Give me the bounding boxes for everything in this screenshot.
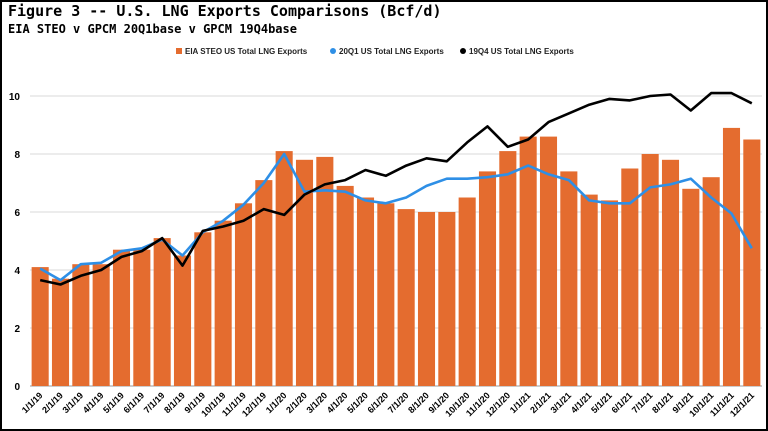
bar [499, 151, 517, 386]
bar [641, 154, 659, 386]
bar [722, 127, 741, 387]
x-tick-label: 1/1/20 [264, 390, 289, 415]
x-tick-label: 4/1/20 [325, 390, 350, 415]
legend-item-19q4: 19Q4 US Total LNG Exports [460, 47, 574, 56]
bar [458, 197, 476, 386]
bar [600, 200, 619, 386]
legend-swatch-20q1 [330, 48, 336, 54]
bar [255, 180, 273, 386]
bar [621, 168, 639, 386]
x-tick-label: 6/1/19 [121, 390, 146, 415]
bar [194, 232, 212, 386]
bar [153, 238, 171, 386]
bar-series [31, 127, 761, 387]
bar [397, 209, 415, 386]
legend-label-19q4: 19Q4 US Total LNG Exports [469, 47, 574, 56]
legend-label-20q1: 20Q1 US Total LNG Exports [339, 47, 444, 56]
x-tick-label: 5/1/21 [589, 390, 614, 415]
x-tick-label: 7/1/21 [630, 390, 655, 415]
bar [560, 171, 578, 386]
y-tick-label: 4 [14, 266, 20, 277]
x-tick-label: 5/1/20 [345, 390, 370, 415]
x-tick-label: 8/1/21 [650, 390, 675, 415]
bar [92, 264, 110, 386]
bar [743, 139, 761, 386]
bar [295, 159, 314, 386]
bar [112, 249, 131, 386]
bar [580, 194, 598, 386]
legend-label-eia: EIA STEO US Total LNG Exports [185, 47, 308, 56]
y-tick-label: 8 [14, 150, 20, 161]
y-tick-label: 0 [14, 382, 20, 393]
x-tick-label: 1/1/21 [508, 390, 533, 415]
gridlines [30, 95, 762, 387]
bar [275, 151, 293, 386]
line-series [39, 91, 753, 286]
line-19q4 [39, 91, 753, 286]
legend: EIA STEO US Total LNG Exports 20Q1 US To… [176, 47, 574, 56]
x-tick-label: 3/1/19 [60, 390, 85, 415]
bar [51, 278, 70, 386]
x-tick-label: 7/1/19 [142, 390, 167, 415]
bar [173, 255, 192, 386]
bar [682, 188, 700, 386]
legend-swatch-19q4 [460, 48, 466, 54]
bar [133, 249, 151, 386]
x-tick-label: 7/1/20 [386, 390, 411, 415]
bar [661, 159, 680, 386]
x-tick-label: 4/1/21 [569, 390, 594, 415]
y-tick-label: 6 [14, 208, 20, 219]
x-tick-label: 2/1/19 [40, 390, 65, 415]
bar [438, 212, 456, 386]
y-axis-ticks: 0 2 4 6 8 10 [9, 92, 21, 393]
bar [31, 267, 49, 386]
x-tick-label: 2/1/21 [528, 390, 553, 415]
x-tick-label: 2/1/20 [284, 390, 309, 415]
x-axis-ticks: 1/1/192/1/193/1/194/1/195/1/196/1/197/1/… [20, 390, 756, 418]
bar [316, 156, 334, 386]
bar [377, 203, 395, 386]
x-tick-label: 4/1/19 [81, 390, 106, 415]
legend-swatch-eia [176, 48, 182, 54]
bar [519, 136, 537, 386]
y-tick-label: 10 [9, 92, 21, 103]
x-tick-label: 6/1/21 [609, 390, 634, 415]
bar [72, 264, 90, 386]
bar [539, 136, 558, 386]
bar [234, 203, 253, 386]
legend-item-20q1: 20Q1 US Total LNG Exports [330, 47, 444, 56]
chart-subtitle: EIA STEO v GPCM 20Q1base v GPCM 19Q4base [8, 22, 297, 36]
bar [702, 177, 720, 386]
bar [356, 197, 375, 386]
x-tick-label: 1/1/19 [20, 390, 45, 415]
x-tick-label: 8/1/19 [162, 390, 187, 415]
bar [336, 185, 354, 386]
x-tick-label: 3/1/20 [304, 390, 329, 415]
x-tick-label: 5/1/19 [101, 390, 126, 415]
bar [478, 171, 497, 386]
x-tick-label: 6/1/20 [365, 390, 390, 415]
y-tick-label: 2 [14, 324, 20, 335]
bar [417, 212, 436, 386]
chart-title: Figure 3 -- U.S. LNG Exports Comparisons… [8, 2, 442, 20]
bar [214, 220, 232, 386]
x-tick-label: 3/1/21 [548, 390, 573, 415]
legend-item-eia: EIA STEO US Total LNG Exports [176, 47, 308, 56]
x-tick-label: 8/1/20 [406, 390, 431, 415]
